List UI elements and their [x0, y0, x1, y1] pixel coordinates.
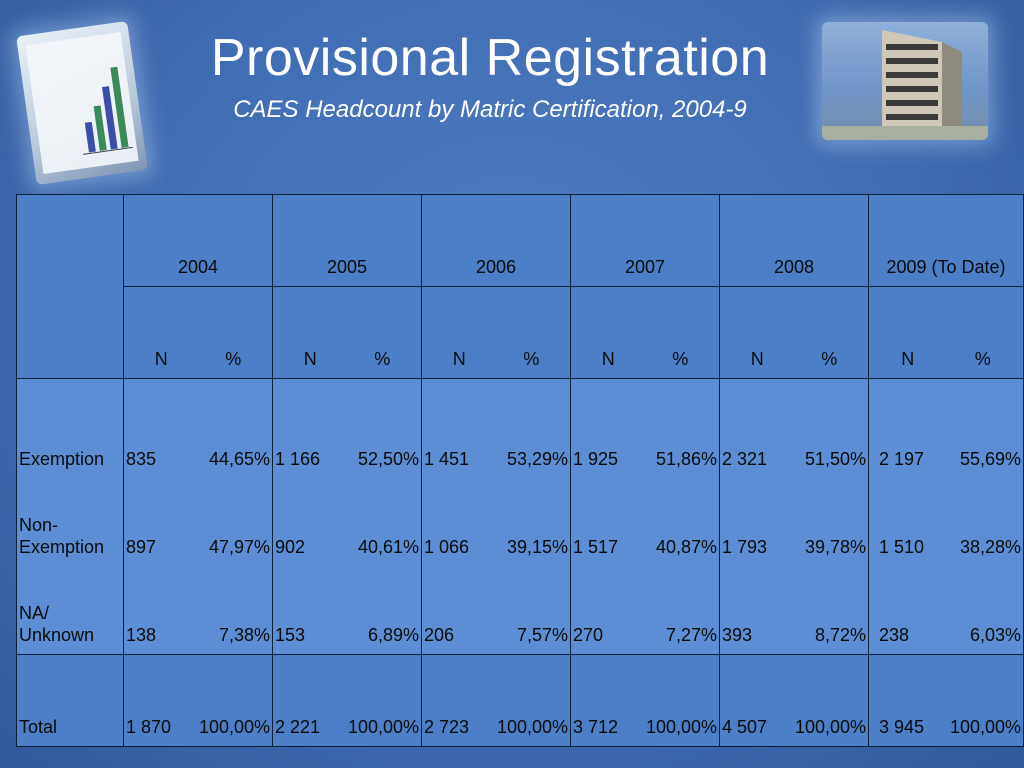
count-value: 270: [573, 625, 604, 645]
percent-value: 100,00%: [645, 717, 717, 737]
percent-value: 6,03%: [969, 625, 1021, 645]
row-label: Non-Exemption: [19, 515, 105, 557]
building-image: [822, 22, 988, 140]
count-value: 2 723: [424, 717, 470, 737]
percent-value: 8,72%: [814, 625, 866, 645]
year-data-cell: 2 197 55,69% 1 510 38,28% 238 6,03%: [868, 378, 1024, 655]
corner-cell: [16, 194, 124, 379]
percent-value: 55,69%: [959, 449, 1021, 469]
count-value: 1 517: [573, 537, 619, 557]
total-row: Total 1 870 100,00% 2 221 100,00% 2 723 100…: [16, 654, 1024, 747]
percent-value: 40,61%: [357, 537, 419, 557]
year-data-cell: 2 321 51,50% 1 793 39,78% 393 8,72%: [719, 378, 869, 655]
year-header: 2004: [123, 194, 273, 287]
count-value: 1 510: [879, 537, 925, 557]
percent-value: 100,00%: [949, 717, 1021, 737]
count-value: 902: [275, 537, 306, 557]
percent-value: 7,57%: [516, 625, 568, 645]
percent-value: 100,00%: [496, 717, 568, 737]
year-data-cell: 835 44,65% 897 47,97% 138 7,38%: [123, 378, 273, 655]
year-header: 2005: [272, 194, 422, 287]
n-header: N: [750, 349, 764, 369]
percent-value: 6,89%: [367, 625, 419, 645]
year-header: 2006: [421, 194, 571, 287]
count-value: 1 066: [424, 537, 470, 557]
total-cell: 2 723 100,00%: [421, 654, 571, 747]
n-header: N: [154, 349, 168, 369]
total-cell: 3 712 100,00%: [570, 654, 720, 747]
pct-header: %: [974, 349, 991, 369]
count-value: 206: [424, 625, 455, 645]
year-header: 2007: [570, 194, 720, 287]
count-value: 1 451: [424, 449, 470, 469]
percent-value: 100,00%: [794, 717, 866, 737]
count-value: 153: [275, 625, 306, 645]
subheader-cell: N%: [123, 286, 273, 379]
count-value: 1 793: [722, 537, 768, 557]
percent-value: 53,29%: [506, 449, 568, 469]
count-value: 1 925: [573, 449, 619, 469]
year-data-cell: 1 925 51,86% 1 517 40,87% 270 7,27%: [570, 378, 720, 655]
n-header: N: [601, 349, 615, 369]
pct-header: %: [374, 349, 391, 369]
percent-value: 51,50%: [804, 449, 866, 469]
subheader-row: N% N% N% N% N% N%: [17, 286, 1024, 379]
data-rows: Exemption Non-Exemption NA/ Unknown 835 4…: [16, 378, 1024, 655]
percent-value: 40,87%: [655, 537, 717, 557]
count-value: 138: [126, 625, 157, 645]
count-value: 238: [879, 625, 910, 645]
percent-value: 7,27%: [665, 625, 717, 645]
percent-value: 100,00%: [347, 717, 419, 737]
year-header-row: 2004 2005 2006 2007 2008 2009 (To Date): [16, 194, 1024, 379]
page-subtitle: CAES Headcount by Matric Certification, …: [233, 96, 747, 123]
year-header: 2008: [719, 194, 869, 287]
percent-value: 52,50%: [357, 449, 419, 469]
percent-value: 51,86%: [655, 449, 717, 469]
count-value: 1 166: [275, 449, 321, 469]
count-value: 835: [126, 449, 157, 469]
total-cell: 2 221 100,00%: [272, 654, 422, 747]
percent-value: 39,78%: [804, 537, 866, 557]
registration-table: 2004 2005 2006 2007 2008 2009 (To Date) …: [16, 194, 1024, 747]
pct-header: %: [523, 349, 540, 369]
total-label: Total: [16, 654, 124, 747]
total-cell: 3 945 100,00%: [868, 654, 1024, 747]
total-cell: 1 870 100,00%: [123, 654, 273, 747]
count-value: 393: [722, 625, 753, 645]
count-value: 3 945: [879, 717, 925, 737]
percent-value: 7,38%: [218, 625, 270, 645]
row-label: NA/ Unknown: [19, 603, 95, 645]
percent-value: 100,00%: [198, 717, 270, 737]
year-data-cell: 1 166 52,50% 902 40,61% 153 6,89%: [272, 378, 422, 655]
count-value: 897: [126, 537, 157, 557]
n-header: N: [303, 349, 317, 369]
count-value: 4 507: [722, 717, 768, 737]
subheader-cell: N%: [868, 286, 1024, 379]
pct-header: %: [672, 349, 689, 369]
row-label: Exemption: [19, 449, 105, 469]
n-header: N: [901, 349, 915, 369]
percent-value: 39,15%: [506, 537, 568, 557]
subheader-cell: N%: [570, 286, 720, 379]
year-data-cell: 1 451 53,29% 1 066 39,15% 206 7,57%: [421, 378, 571, 655]
count-value: 3 712: [573, 717, 619, 737]
total-cell: 4 507 100,00%: [719, 654, 869, 747]
subheader-cell: N%: [719, 286, 869, 379]
percent-value: 44,65%: [208, 449, 270, 469]
pct-header: %: [821, 349, 838, 369]
count-value: 2 221: [275, 717, 321, 737]
percent-value: 47,97%: [208, 537, 270, 557]
count-value: 2 321: [722, 449, 768, 469]
percent-value: 38,28%: [959, 537, 1021, 557]
count-value: 2 197: [879, 449, 925, 469]
row-labels-cell: Exemption Non-Exemption NA/ Unknown: [16, 378, 124, 655]
n-header: N: [452, 349, 466, 369]
subheader-cell: N%: [421, 286, 571, 379]
pct-header: %: [225, 349, 242, 369]
page-title: Provisional Registration: [210, 29, 770, 87]
year-header: 2009 (To Date): [868, 194, 1024, 287]
chart-monitor-image: [16, 20, 148, 186]
subheader-cell: N%: [272, 286, 422, 379]
count-value: 1 870: [126, 717, 172, 737]
